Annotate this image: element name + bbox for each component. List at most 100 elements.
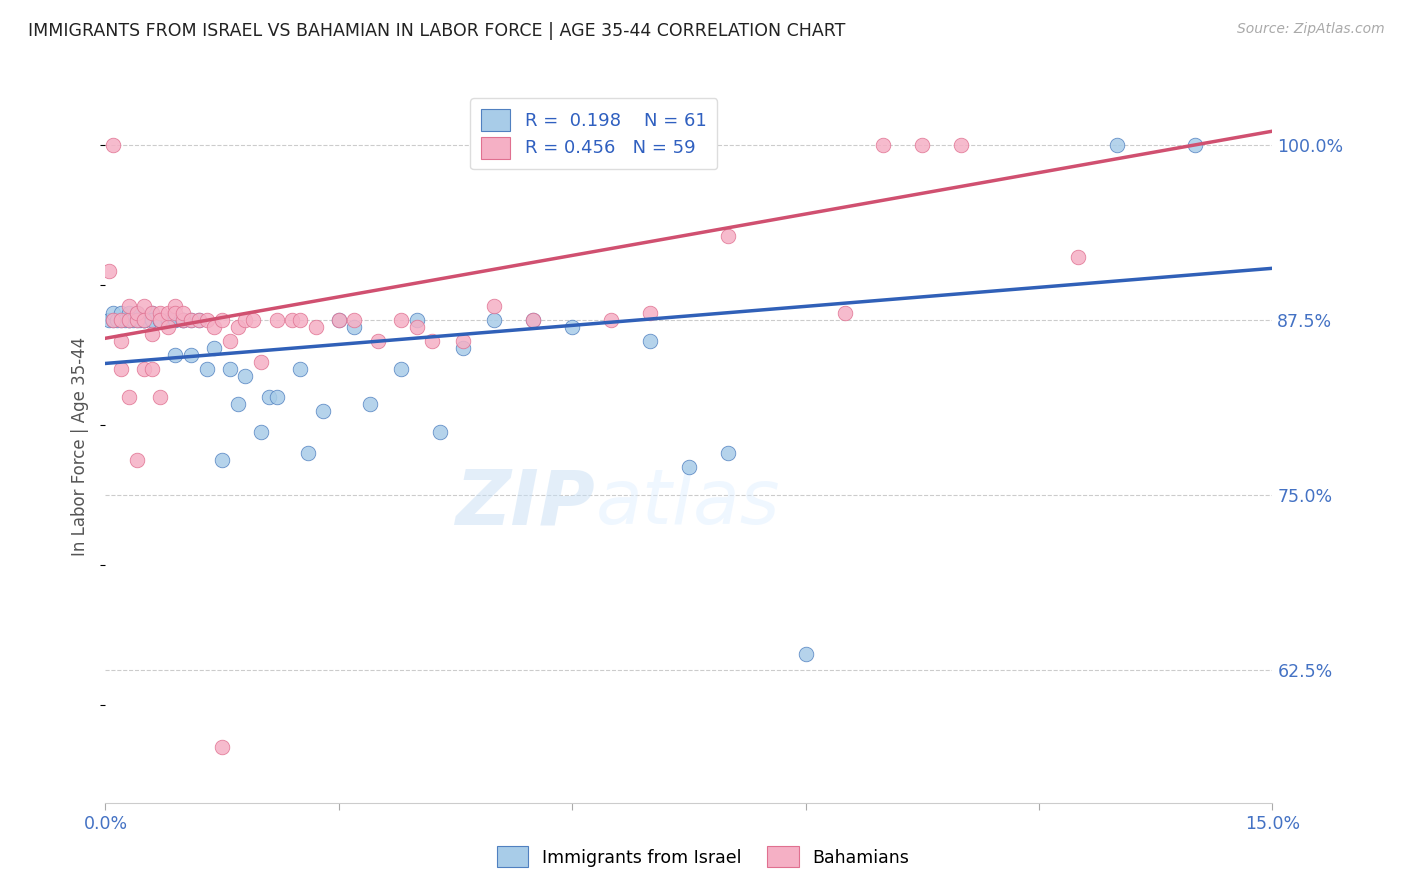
Point	[110, 313, 132, 327]
Point	[156, 306, 179, 320]
Point	[118, 313, 141, 327]
Point	[600, 313, 623, 327]
Point	[165, 348, 187, 362]
Point	[250, 355, 273, 369]
Point	[359, 397, 381, 411]
Point	[134, 362, 156, 376]
Point	[717, 229, 740, 244]
Point	[165, 306, 187, 320]
Point	[141, 327, 163, 342]
Point	[834, 306, 856, 320]
Point	[343, 313, 366, 327]
Point	[950, 138, 973, 153]
Point	[103, 306, 125, 320]
Point	[202, 320, 225, 334]
Point	[103, 313, 125, 327]
Point	[288, 362, 311, 376]
Legend: Immigrants from Israel, Bahamians: Immigrants from Israel, Bahamians	[489, 839, 917, 874]
Point	[717, 446, 740, 460]
Legend: R =  0.198    N = 61, R = 0.456   N = 59: R = 0.198 N = 61, R = 0.456 N = 59	[471, 98, 717, 169]
Point	[226, 320, 249, 334]
Point	[453, 341, 475, 355]
Point	[420, 334, 443, 348]
Point	[141, 313, 163, 327]
Point	[134, 313, 156, 327]
Point	[312, 404, 335, 418]
Point	[211, 453, 233, 467]
Point	[110, 362, 132, 376]
Point	[149, 313, 172, 327]
Text: atlas: atlas	[596, 467, 780, 540]
Point	[343, 320, 366, 334]
Point	[180, 313, 202, 327]
Point	[297, 446, 319, 460]
Point	[134, 299, 156, 313]
Point	[125, 453, 148, 467]
Point	[134, 313, 156, 327]
Point	[219, 362, 242, 376]
Point	[98, 313, 121, 327]
Point	[105, 313, 128, 327]
Point	[118, 306, 141, 320]
Point	[638, 334, 661, 348]
Point	[281, 313, 304, 327]
Point	[429, 425, 451, 439]
Point	[172, 313, 194, 327]
Point	[156, 313, 179, 327]
Y-axis label: In Labor Force | Age 35-44: In Labor Force | Age 35-44	[72, 336, 90, 556]
Point	[266, 390, 288, 404]
Point	[304, 320, 326, 334]
Point	[103, 138, 125, 153]
Point	[367, 334, 389, 348]
Point	[1184, 138, 1206, 153]
Point	[125, 306, 148, 320]
Point	[211, 313, 233, 327]
Point	[141, 306, 163, 320]
Point	[1105, 138, 1128, 153]
Point	[187, 313, 209, 327]
Point	[134, 313, 156, 327]
Point	[141, 362, 163, 376]
Point	[405, 313, 427, 327]
Point	[134, 313, 156, 327]
Point	[484, 299, 506, 313]
Point	[110, 313, 132, 327]
Point	[141, 306, 163, 320]
Point	[678, 460, 700, 475]
Point	[202, 341, 225, 355]
Point	[389, 313, 412, 327]
Text: Source: ZipAtlas.com: Source: ZipAtlas.com	[1237, 22, 1385, 37]
Point	[165, 299, 187, 313]
Point	[872, 138, 894, 153]
Point	[156, 320, 179, 334]
Point	[235, 313, 257, 327]
Point	[522, 313, 544, 327]
Point	[389, 362, 412, 376]
Point	[235, 369, 257, 384]
Point	[266, 313, 288, 327]
Point	[114, 313, 136, 327]
Point	[149, 306, 172, 320]
Point	[129, 313, 152, 327]
Point	[180, 348, 202, 362]
Point	[118, 313, 141, 327]
Point	[118, 390, 141, 404]
Point	[187, 313, 209, 327]
Point	[156, 313, 179, 327]
Point	[522, 313, 544, 327]
Point	[288, 313, 311, 327]
Point	[98, 264, 121, 278]
Point	[257, 390, 280, 404]
Text: ZIP: ZIP	[456, 467, 596, 540]
Point	[328, 313, 350, 327]
Point	[103, 313, 125, 327]
Point	[110, 306, 132, 320]
Point	[165, 313, 187, 327]
Point	[638, 306, 661, 320]
Point	[1067, 250, 1090, 264]
Text: IMMIGRANTS FROM ISRAEL VS BAHAMIAN IN LABOR FORCE | AGE 35-44 CORRELATION CHART: IMMIGRANTS FROM ISRAEL VS BAHAMIAN IN LA…	[28, 22, 845, 40]
Point	[226, 397, 249, 411]
Point	[118, 299, 141, 313]
Point	[911, 138, 934, 153]
Point	[172, 313, 194, 327]
